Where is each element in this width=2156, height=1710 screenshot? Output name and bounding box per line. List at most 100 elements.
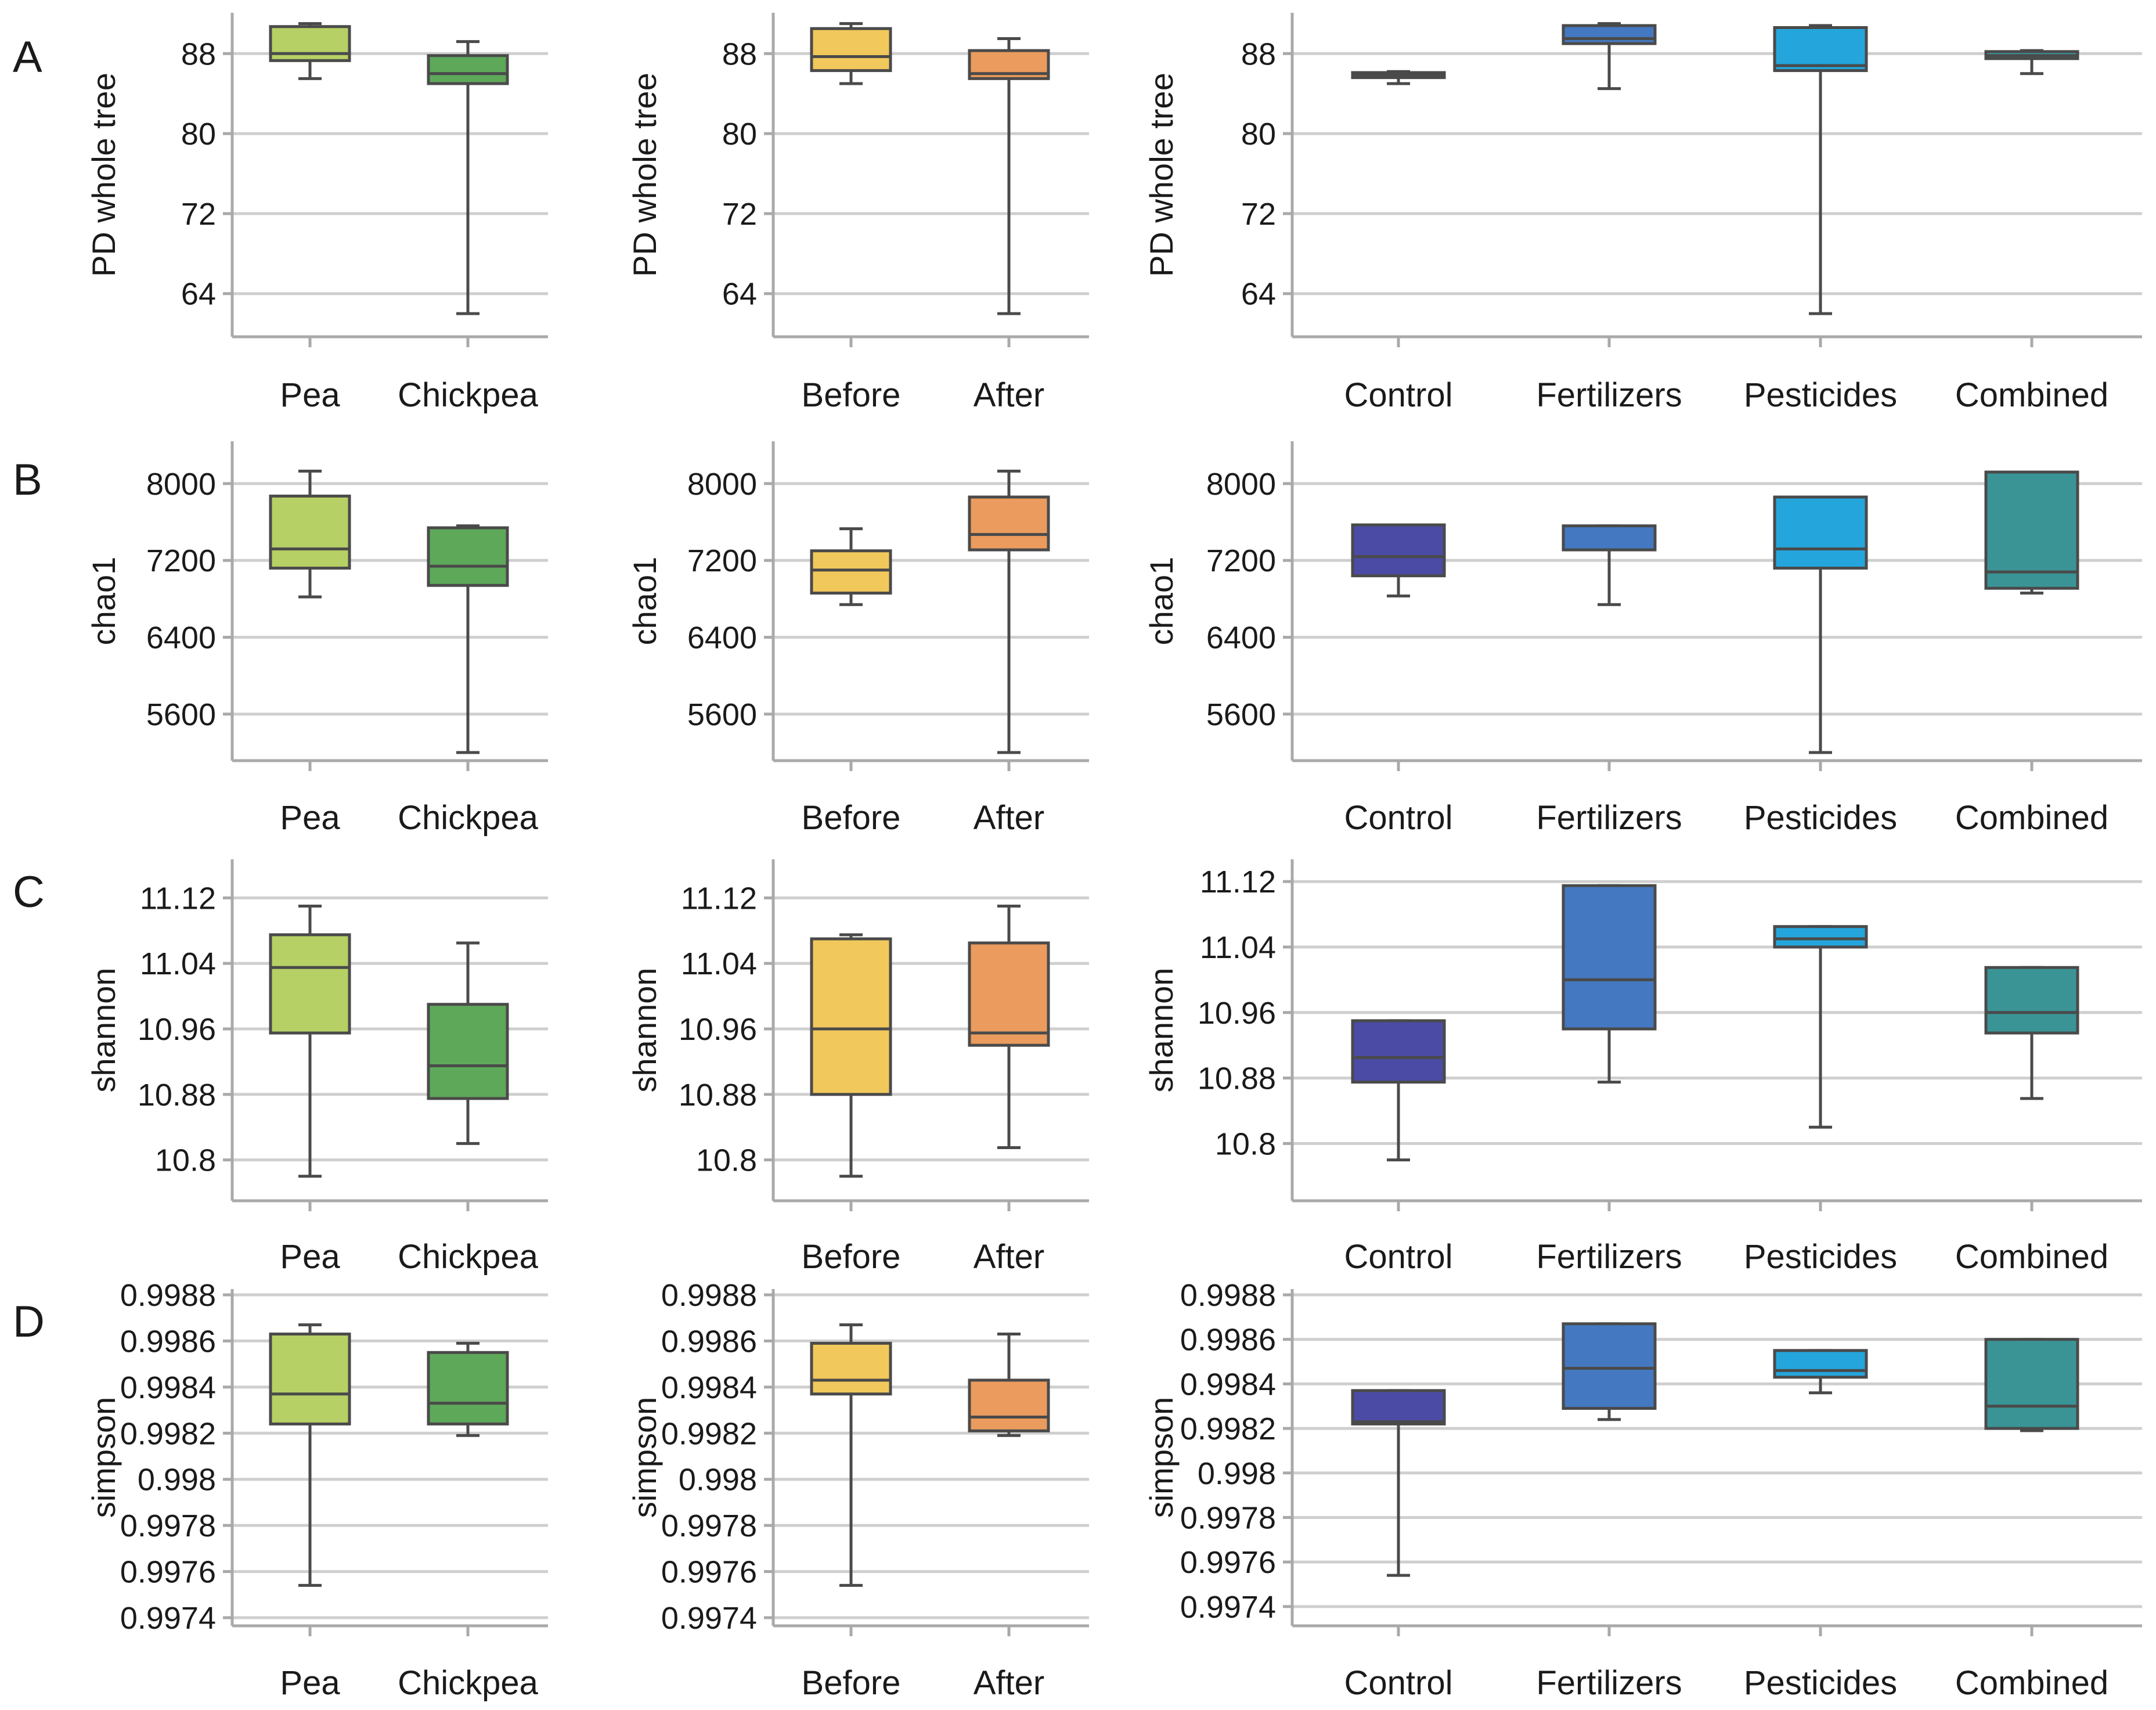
iqr-box [1773, 1349, 1868, 1379]
y-tick-label: 0.998 [138, 1463, 216, 1497]
y-axis-title: PD whole tree [1143, 73, 1180, 277]
iqr-box [1773, 925, 1868, 949]
x-tick-label: Combined [1955, 1238, 2108, 1276]
y-tick-label: 10.88 [679, 1078, 757, 1113]
x-tick-label: After [974, 799, 1045, 837]
y-tick-label: 6400 [1206, 621, 1276, 656]
iqr-box [1562, 24, 1657, 45]
x-tick-label: Combined [1955, 376, 2108, 414]
box-before [810, 527, 892, 606]
y-tick-label: 0.9982 [1180, 1412, 1276, 1446]
box-fertilizers [1562, 524, 1657, 606]
y-tick-label: 0.9978 [661, 1509, 757, 1543]
iqr-box [427, 54, 509, 85]
panel-c-3: 10.8 10.88 10.96 11.04 11.12 shannon Control Fe… [1143, 859, 2142, 1276]
panel-d-3: 0.9974 0.9976 0.9978 0.998 0.9982 0.9984 0.998… [1143, 1278, 2142, 1702]
x-tick-label: After [974, 376, 1045, 414]
box-after [968, 1333, 1050, 1437]
box-fertilizers [1562, 884, 1657, 1084]
box-pea [269, 1323, 351, 1587]
box-control [1351, 1019, 1446, 1162]
box-pea [269, 469, 351, 599]
panel-c-2: 10.8 10.88 10.96 11.04 11.12 shannon Before Aft… [626, 859, 1089, 1276]
y-tick-label: 6400 [687, 621, 757, 656]
y-axis-title: PD whole tree [626, 73, 663, 277]
y-tick-label: 7200 [687, 543, 757, 578]
x-tick-label: Pea [280, 1664, 340, 1702]
box-chickpea [427, 524, 509, 754]
y-tick-label: 0.9978 [1180, 1500, 1276, 1535]
box-pesticides [1773, 24, 1868, 315]
y-tick-label: 88 [1241, 37, 1276, 71]
x-tick-label: Fertilizers [1536, 799, 1682, 837]
y-tick-label: 10.88 [1198, 1061, 1276, 1096]
iqr-box [1562, 524, 1657, 552]
y-tick-label: 72 [1241, 197, 1276, 232]
iqr-box [427, 526, 509, 587]
x-tick-label: Combined [1955, 1664, 2108, 1702]
y-tick-label: 11.04 [140, 946, 216, 981]
y-tick-label: 0.9974 [661, 1601, 757, 1636]
x-tick-label: Fertilizers [1536, 376, 1682, 414]
y-tick-label: 0.9976 [1180, 1545, 1276, 1580]
x-tick-label: Pesticides [1744, 376, 1897, 414]
x-tick-label: Pesticides [1744, 799, 1897, 837]
y-axis-title: shannon [85, 968, 122, 1093]
y-tick-label: 0.9988 [661, 1278, 757, 1313]
y-tick-label: 0.9984 [120, 1370, 216, 1405]
panel-a-2: 64 72 80 88 PD whole tree Before After [626, 13, 1089, 414]
y-tick-label: 80 [181, 117, 216, 152]
y-tick-label: 72 [722, 197, 757, 232]
iqr-box [1351, 1019, 1446, 1084]
box-pesticides [1773, 1349, 1868, 1395]
x-tick-label: Pesticides [1744, 1238, 1897, 1276]
y-tick-label: 0.9976 [120, 1555, 216, 1590]
panel-a-1: 64 72 80 88 PD whole tree Pea Chickpea [85, 13, 548, 414]
y-tick-label: 0.9986 [1180, 1323, 1276, 1358]
iqr-box [1773, 495, 1868, 570]
y-tick-label: 5600 [687, 697, 757, 732]
iqr-box [1984, 1338, 2079, 1430]
y-tick-label: 0.9986 [120, 1324, 216, 1359]
x-tick-label: Chickpea [398, 376, 539, 414]
iqr-box [1562, 884, 1657, 1031]
box-combined [1984, 966, 2079, 1100]
y-tick-label: 10.96 [1198, 996, 1276, 1031]
y-tick-label: 0.9974 [1180, 1590, 1276, 1625]
iqr-box [1562, 1322, 1657, 1410]
x-tick-label: Before [802, 1664, 901, 1702]
y-tick-label: 8000 [687, 467, 757, 502]
y-tick-label: 64 [722, 277, 757, 312]
y-tick-label: 88 [722, 37, 757, 71]
x-tick-label: Pea [280, 1238, 340, 1276]
box-chickpea [427, 40, 509, 315]
iqr-box [1984, 966, 2079, 1035]
x-tick-label: Chickpea [398, 1238, 539, 1276]
iqr-box [1351, 523, 1446, 578]
y-tick-label: 88 [181, 37, 216, 71]
y-axis-title: chao1 [1143, 557, 1180, 646]
box-fertilizers [1562, 1322, 1657, 1421]
y-axis-title: simpson [626, 1397, 663, 1518]
iqr-box [427, 1351, 509, 1425]
y-tick-label: 11.12 [140, 881, 216, 916]
row-label-b: B [13, 455, 42, 505]
y-tick-label: 0.998 [679, 1463, 757, 1497]
x-tick-label: Control [1344, 1238, 1453, 1276]
y-axis-title: chao1 [85, 557, 122, 646]
y-axis-title: simpson [1143, 1397, 1180, 1518]
iqr-box [810, 549, 892, 595]
box-combined [1984, 49, 2079, 75]
box-control [1351, 70, 1446, 85]
y-tick-label: 0.9978 [120, 1509, 216, 1543]
iqr-box [427, 1003, 509, 1100]
iqr-box [269, 494, 351, 570]
y-tick-label: 10.96 [679, 1012, 757, 1047]
x-tick-label: Chickpea [398, 799, 539, 837]
iqr-box [1351, 1389, 1446, 1425]
panel-b-1: 5600 6400 7200 8000 chao1 Pea Chickpea [85, 441, 548, 837]
iqr-box [968, 941, 1050, 1047]
y-tick-label: 0.9974 [120, 1601, 216, 1636]
y-tick-label: 11.12 [1200, 865, 1276, 899]
y-tick-label: 0.9988 [1180, 1278, 1276, 1313]
